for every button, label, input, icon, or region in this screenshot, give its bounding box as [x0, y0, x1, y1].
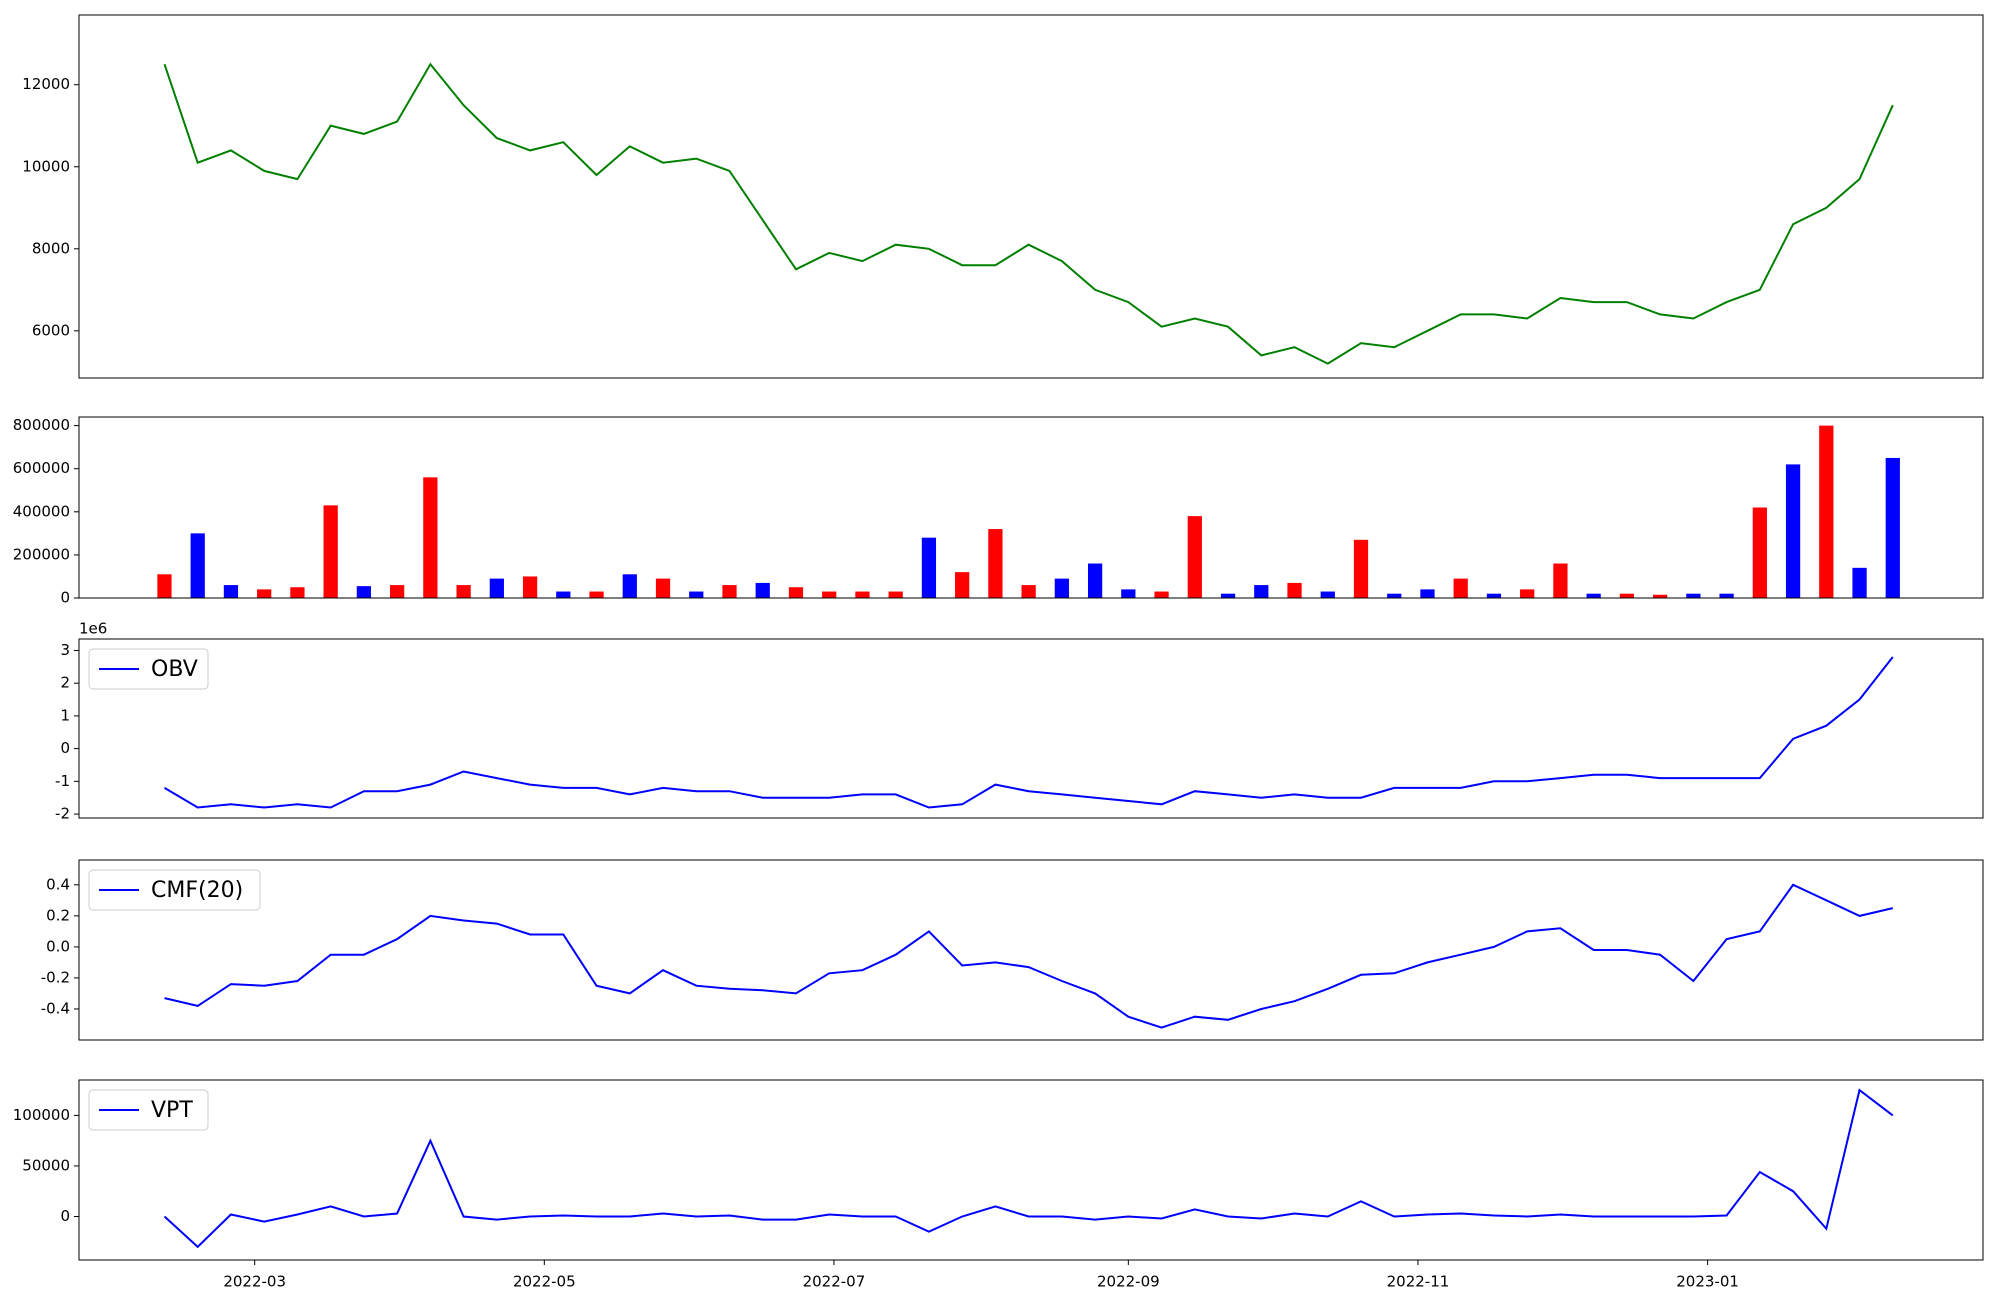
bar — [522, 576, 538, 598]
bar — [622, 574, 637, 598]
bar — [1054, 578, 1069, 598]
y-tick-label: 50000 — [22, 1156, 70, 1174]
bar — [988, 529, 1003, 598]
y-tick-label: 0.0 — [46, 937, 70, 955]
bar — [689, 591, 704, 598]
y-tick-label: -0.2 — [41, 968, 70, 986]
y-tick-label: -0.4 — [41, 999, 70, 1017]
y-tick-label: 12000 — [22, 75, 70, 93]
x-tick-label: 2022-07 — [803, 1273, 866, 1291]
bar — [290, 587, 305, 598]
bar — [955, 572, 970, 598]
y-tick-label: -2 — [55, 805, 70, 823]
bar — [356, 586, 372, 598]
bar — [1619, 593, 1635, 598]
legend-text: OBV — [151, 657, 198, 682]
bar — [1220, 593, 1236, 598]
bar — [1686, 593, 1701, 598]
bar — [822, 591, 837, 598]
bar — [489, 578, 504, 598]
bar — [456, 585, 471, 598]
y-tick-label: -1 — [55, 772, 70, 790]
bar — [1553, 563, 1568, 598]
y-tick-label: 200000 — [13, 545, 70, 563]
y-tick-label: 100000 — [13, 1106, 70, 1124]
y-tick-label: 400000 — [13, 502, 70, 520]
bar — [190, 533, 205, 598]
bar — [788, 587, 804, 598]
y-tick-label: 2 — [60, 674, 70, 692]
bar — [1087, 563, 1103, 598]
bar — [1785, 464, 1801, 598]
y-tick-label: 0.2 — [46, 906, 70, 924]
legend-box — [88, 1089, 209, 1131]
bar — [1353, 539, 1369, 598]
bar — [1586, 593, 1601, 598]
bar — [1121, 589, 1136, 598]
bar — [423, 477, 438, 598]
bar — [755, 582, 770, 598]
y-tick-label: 1 — [60, 706, 70, 724]
bar — [1287, 582, 1302, 598]
plot-frame — [78, 14, 1984, 379]
line — [163, 656, 1894, 809]
line — [163, 1088, 1894, 1249]
offset-label: 1e6 — [79, 620, 107, 638]
y-tick-label: 0 — [60, 589, 70, 607]
y-tick-label: 0 — [60, 1207, 70, 1225]
legend-text: CMF(20) — [151, 878, 243, 903]
bar — [1486, 593, 1502, 598]
bar — [1021, 585, 1036, 598]
bar — [1254, 585, 1269, 598]
plot-frame — [78, 1079, 1984, 1261]
y-tick-label: 6000 — [32, 321, 70, 339]
bar — [1852, 567, 1867, 598]
legend-box — [88, 869, 261, 911]
bar — [323, 505, 338, 598]
bar — [1154, 591, 1169, 598]
bar — [1453, 578, 1468, 598]
bar — [556, 591, 571, 598]
bar — [1387, 593, 1402, 598]
bar — [1520, 589, 1535, 598]
bar — [655, 578, 671, 598]
line — [163, 62, 1894, 365]
y-tick-label: 10000 — [22, 157, 70, 175]
bar — [855, 591, 870, 598]
x-tick-label: 2022-09 — [1097, 1273, 1160, 1291]
bar — [223, 585, 239, 598]
bar — [589, 591, 604, 598]
bar — [257, 589, 272, 598]
bar — [1752, 507, 1767, 598]
bar — [888, 591, 903, 598]
x-tick-label: 2022-11 — [1387, 1273, 1450, 1291]
legend-text: VPT — [151, 1098, 193, 1123]
bar — [1719, 593, 1734, 598]
bar — [1420, 589, 1435, 598]
plot-frame — [78, 416, 1984, 599]
bar — [722, 585, 737, 598]
plot-frame — [78, 638, 1984, 819]
y-tick-label: 3 — [60, 641, 70, 659]
bar — [1320, 591, 1335, 598]
x-tick-label: 2022-03 — [223, 1273, 286, 1291]
y-tick-label: 0.4 — [46, 875, 70, 893]
bar — [1653, 594, 1668, 598]
legend-box — [88, 648, 209, 690]
bar — [390, 585, 405, 598]
bar — [1187, 516, 1202, 598]
y-tick-label: 800000 — [13, 416, 70, 434]
plot-frame — [78, 859, 1984, 1041]
y-tick-label: 0 — [60, 739, 70, 757]
bar — [921, 537, 937, 598]
bar — [157, 574, 172, 598]
x-tick-label: 2023-01 — [1676, 1273, 1739, 1291]
bar — [1819, 425, 1834, 598]
y-tick-label: 600000 — [13, 459, 70, 477]
x-tick-label: 2022-05 — [513, 1273, 576, 1291]
bar — [1885, 457, 1900, 598]
line — [164, 883, 1894, 1029]
y-tick-label: 8000 — [32, 239, 70, 257]
